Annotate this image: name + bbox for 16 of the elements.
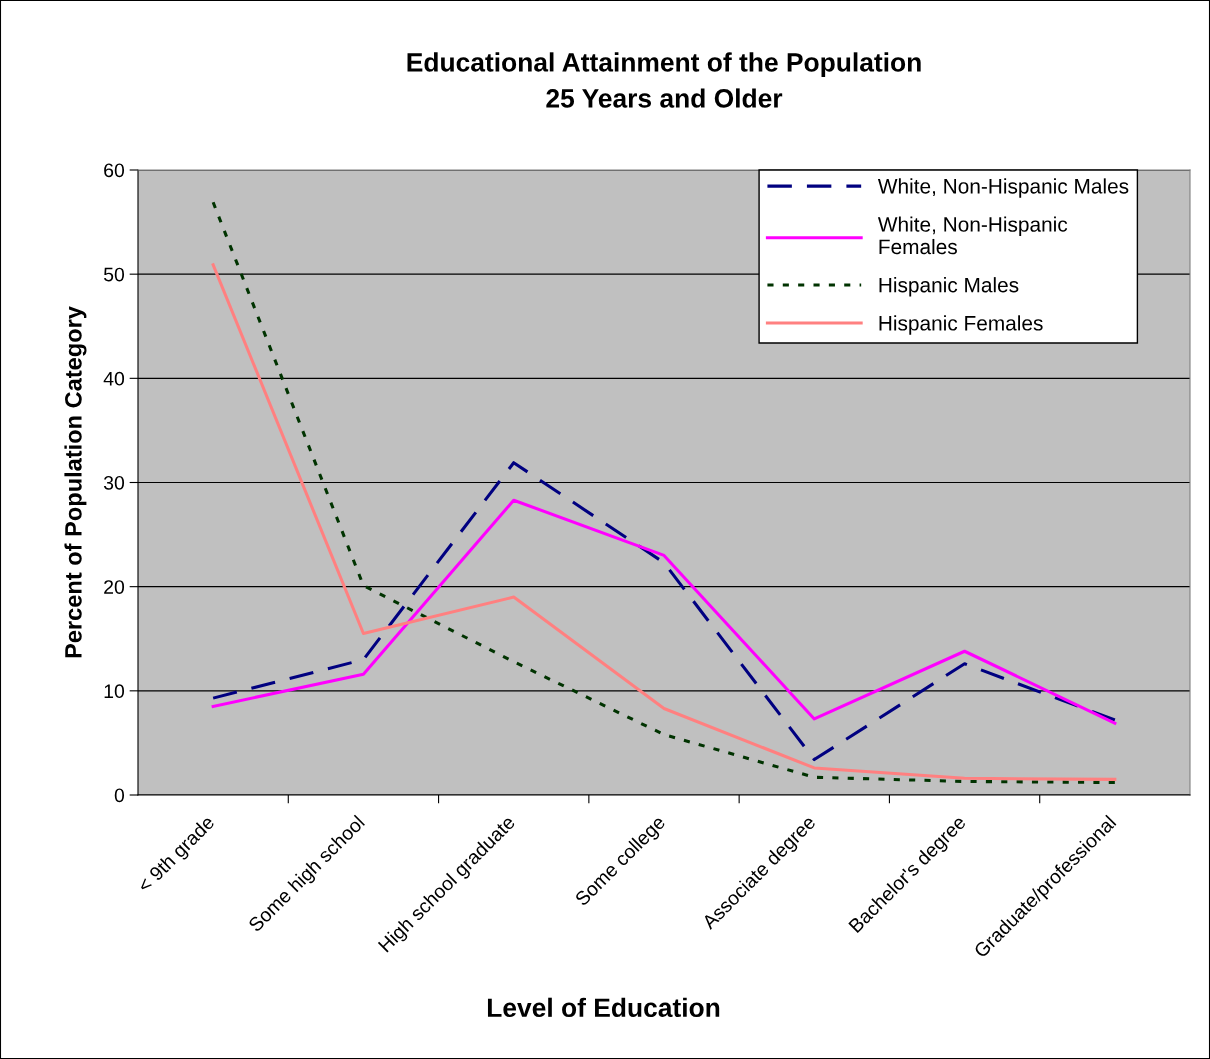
y-tick-label: 10 [104, 684, 125, 699]
y-tick-label: 20 [104, 580, 125, 594]
legend-label: White, Non-Hispanic Males [877, 178, 1129, 198]
legend-label: Hispanic Females [879, 315, 1043, 335]
y-tick-label: 0 [114, 788, 125, 803]
y-axis-title: Percent of Population Category [64, 306, 87, 658]
legend-label: Hispanic Males [879, 277, 1019, 297]
y-tick-label: 30 [103, 475, 125, 490]
chart-title: Educational Attainment of the Population 25 Years and Older [407, 52, 921, 108]
y-tick-label: 60 [104, 163, 125, 178]
line-series [211, 461, 1117, 762]
x-axis-title: Level of Education [487, 997, 720, 1018]
y-tick-label: 40 [103, 371, 125, 386]
y-tick-label: 50 [103, 267, 125, 282]
line-series [211, 498, 1117, 725]
legend-label: White, Non-Hispanic Females [877, 216, 1068, 255]
